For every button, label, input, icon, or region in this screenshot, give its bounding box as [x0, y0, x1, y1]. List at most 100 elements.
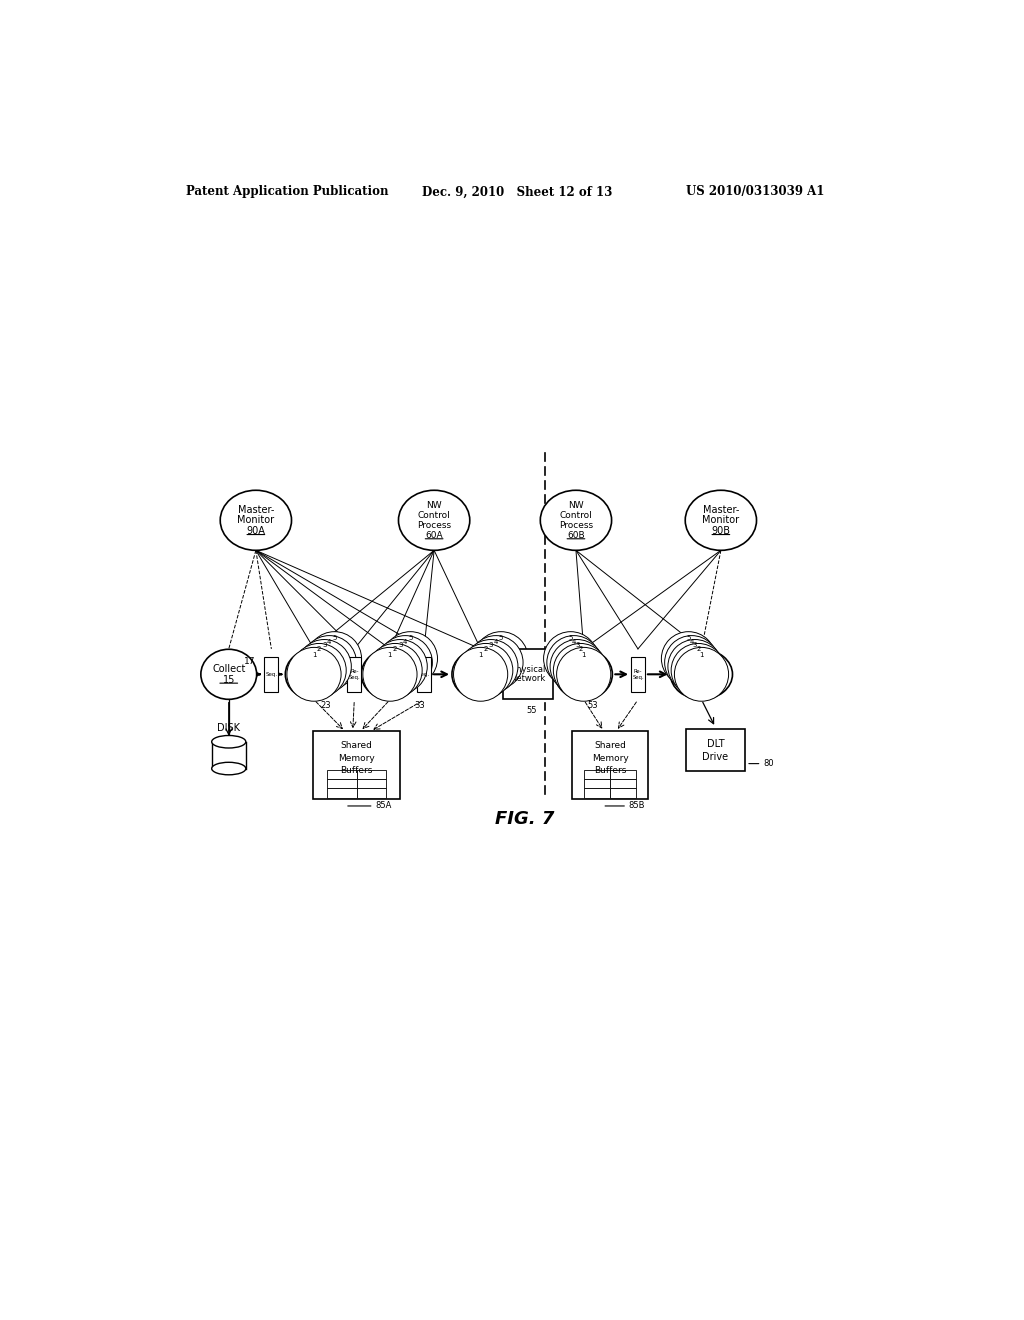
Text: Master-: Master- [238, 504, 274, 515]
Text: 2: 2 [696, 647, 700, 652]
Text: Monitor: Monitor [238, 515, 274, 525]
Bar [356, 779, 386, 788]
Text: Physical: Physical [511, 665, 545, 675]
Text: 50B: 50B [575, 680, 592, 688]
Text: 85B: 85B [629, 801, 645, 810]
Ellipse shape [212, 762, 246, 775]
Circle shape [671, 643, 725, 697]
Text: 2: 2 [579, 647, 583, 652]
Circle shape [557, 647, 610, 701]
Text: Master-: Master- [702, 504, 739, 515]
Ellipse shape [671, 649, 732, 700]
Text: 3: 3 [322, 643, 327, 648]
Text: US 2010/0313039 A1: US 2010/0313039 A1 [686, 185, 824, 198]
Circle shape [547, 636, 601, 689]
Text: 55: 55 [526, 706, 537, 715]
Ellipse shape [685, 490, 757, 550]
Ellipse shape [201, 649, 257, 700]
Text: 60A: 60A [425, 531, 443, 540]
Circle shape [297, 639, 351, 693]
Text: 4: 4 [689, 639, 694, 644]
Text: FIG. 7: FIG. 7 [496, 810, 554, 828]
Ellipse shape [555, 649, 612, 700]
Text: 3: 3 [693, 643, 697, 648]
Bar [610, 779, 636, 788]
Text: Drive: Drive [702, 752, 728, 763]
Text: Re-
Seq.: Re- Seq. [348, 669, 360, 680]
Text: Compression: Compression [286, 665, 342, 675]
Text: 1: 1 [478, 652, 483, 659]
Text: Process: Process [417, 521, 452, 529]
Text: 3: 3 [574, 643, 580, 648]
Text: Agent: Agent [468, 669, 494, 678]
Circle shape [459, 643, 513, 697]
Text: 2: 2 [483, 647, 487, 652]
Text: 60B: 60B [567, 531, 585, 540]
Circle shape [383, 632, 437, 685]
Circle shape [302, 636, 356, 689]
Text: Network: Network [510, 675, 546, 684]
Ellipse shape [398, 490, 470, 550]
Text: 3: 3 [398, 643, 402, 648]
Text: 1: 1 [582, 652, 586, 659]
Text: 3: 3 [488, 643, 494, 648]
Circle shape [378, 636, 432, 689]
Circle shape [665, 636, 719, 689]
Text: 80: 80 [763, 759, 774, 768]
Bar [610, 771, 636, 779]
Text: NW: NW [426, 500, 442, 510]
Text: DISK: DISK [217, 723, 241, 733]
Text: Restore: Restore [685, 669, 718, 678]
Text: Collect: Collect [212, 664, 246, 675]
Text: 53: 53 [588, 701, 598, 710]
Text: 4: 4 [403, 639, 408, 644]
Text: 2: 2 [393, 647, 397, 652]
Bar [347, 657, 361, 692]
Circle shape [550, 639, 604, 693]
Text: 4: 4 [494, 639, 498, 644]
Circle shape [662, 632, 716, 685]
Ellipse shape [361, 649, 419, 700]
Circle shape [464, 639, 518, 693]
Circle shape [544, 632, 598, 685]
Bar [417, 657, 431, 692]
Bar [584, 779, 610, 788]
Text: 5: 5 [499, 635, 503, 640]
Bar [610, 788, 636, 797]
Circle shape [287, 647, 341, 701]
Text: Patent Application Publication: Patent Application Publication [186, 185, 389, 198]
Text: Agent: Agent [571, 669, 597, 678]
Text: 1: 1 [388, 652, 392, 659]
Text: 90B: 90B [712, 527, 730, 536]
Ellipse shape [452, 649, 509, 700]
Text: 17: 17 [245, 657, 256, 667]
Bar [327, 779, 356, 788]
Text: Shared: Shared [341, 742, 373, 750]
Ellipse shape [286, 649, 343, 700]
Text: 23: 23 [321, 701, 331, 710]
Bar [356, 788, 386, 797]
Text: 30: 30 [385, 678, 395, 688]
Bar [356, 771, 386, 779]
Bar [686, 729, 744, 771]
Text: 15: 15 [222, 675, 234, 685]
Text: 33: 33 [414, 701, 425, 710]
Bar [584, 771, 610, 779]
Text: NW: NW [473, 660, 488, 669]
Circle shape [373, 639, 427, 693]
Text: 90A: 90A [247, 527, 265, 536]
Text: Monitor: Monitor [702, 515, 739, 525]
Bar [631, 657, 645, 692]
Text: 5: 5 [409, 635, 413, 640]
Circle shape [668, 639, 722, 693]
Text: Control: Control [559, 511, 592, 520]
Text: 20: 20 [308, 675, 319, 684]
Text: 70: 70 [696, 680, 707, 688]
Text: Memory: Memory [338, 754, 375, 763]
Text: Control: Control [418, 511, 451, 520]
Text: 4: 4 [571, 639, 577, 644]
Text: Process: Process [559, 521, 593, 529]
Text: Buffers: Buffers [340, 766, 373, 775]
Bar [503, 649, 553, 700]
Text: Seq.: Seq. [265, 672, 278, 677]
